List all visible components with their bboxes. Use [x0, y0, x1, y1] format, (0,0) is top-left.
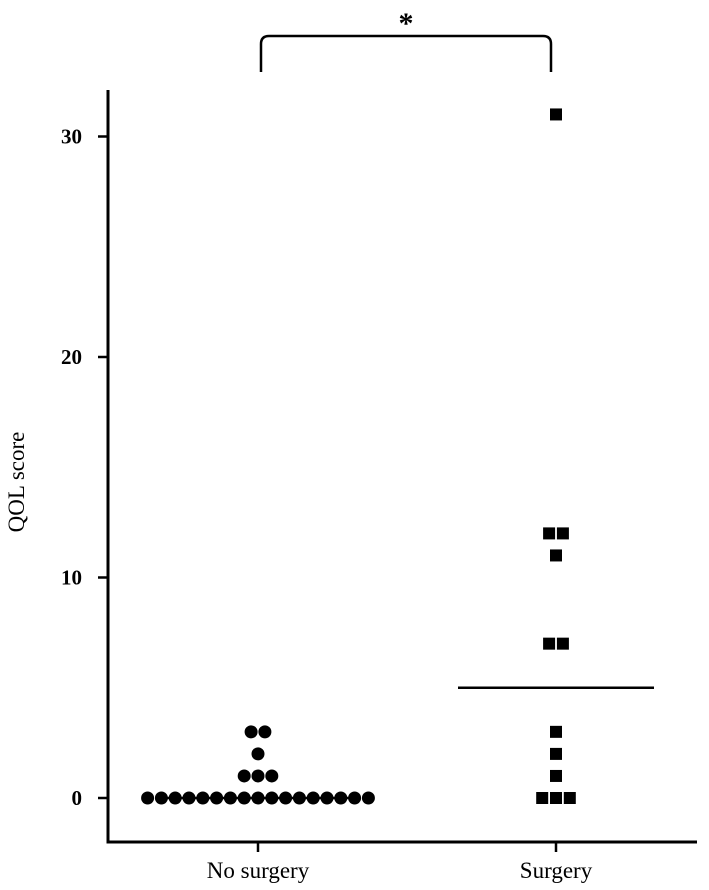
data-point — [361, 791, 375, 805]
data-point — [543, 637, 556, 650]
data-point — [563, 792, 576, 804]
x-tick-label: No surgery — [207, 858, 310, 883]
y-tick-label: 10 — [61, 566, 82, 590]
data-point — [543, 527, 556, 540]
data-point — [550, 747, 562, 760]
data-point — [550, 725, 562, 738]
data-point — [556, 527, 569, 540]
data-point — [550, 108, 562, 121]
y-tick-label: 20 — [61, 345, 82, 369]
data-point — [244, 725, 258, 739]
x-tick-label: Surgery — [520, 858, 593, 883]
data-point — [550, 792, 562, 804]
data-point — [550, 769, 562, 782]
y-tick-label: 30 — [61, 125, 82, 149]
significance-bracket — [259, 34, 553, 72]
data-marks — [141, 108, 654, 805]
y-axis-label: QOL score — [4, 432, 29, 533]
data-point — [258, 725, 272, 739]
data-point — [550, 549, 562, 562]
data-point — [141, 791, 155, 805]
y-tick-label: 0 — [72, 786, 83, 810]
axes: No surgery Surgery — [106, 34, 697, 883]
data-point — [265, 769, 279, 783]
data-point — [251, 747, 265, 761]
data-point — [251, 769, 265, 783]
data-point — [536, 792, 549, 804]
y-ticks: 0 10 20 30 — [61, 125, 108, 810]
data-point — [237, 769, 251, 783]
significance-label: * — [399, 7, 414, 40]
data-point — [556, 637, 569, 650]
